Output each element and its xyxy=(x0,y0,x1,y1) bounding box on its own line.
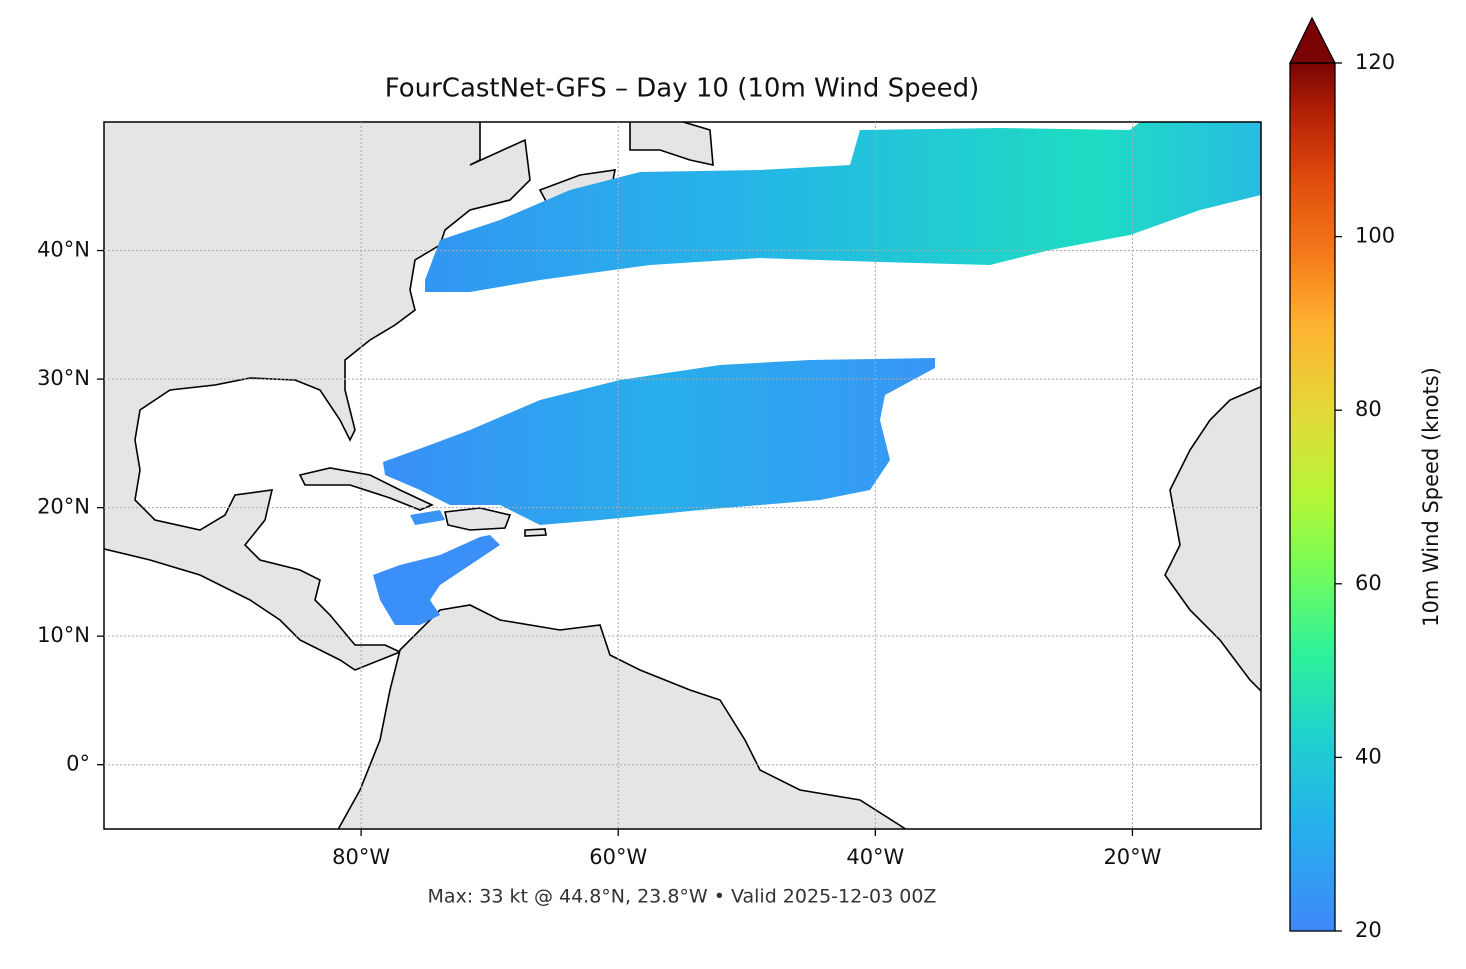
colorbar-tick-label: 80 xyxy=(1355,397,1382,421)
africa xyxy=(1164,385,1261,693)
y-tick-label: 0° xyxy=(66,752,90,776)
colorbar-frame xyxy=(1289,62,1336,932)
map-frame xyxy=(103,121,1262,830)
y-tick-label: 30°N xyxy=(37,366,90,390)
footnote: Max: 33 kt @ 44.8°N, 23.8°W • Valid 2025… xyxy=(428,886,937,908)
colorbar-label: 10m Wind Speed (knots) xyxy=(1419,367,1443,627)
newfoundland xyxy=(629,122,714,167)
x-tick-label: 20°W xyxy=(1103,845,1161,869)
colorbar-tick-label: 120 xyxy=(1355,50,1395,74)
y-tick-label: 20°N xyxy=(37,495,90,519)
wind-region xyxy=(373,535,500,625)
map-title: FourCastNet-GFS – Day 10 (10m Wind Speed… xyxy=(385,74,980,104)
colorbar-tick-label: 40 xyxy=(1355,744,1382,768)
x-tick-label: 40°W xyxy=(846,845,904,869)
colorbar xyxy=(1290,63,1335,931)
puerto-rico xyxy=(524,528,547,537)
wind-region xyxy=(410,510,445,525)
south-america xyxy=(337,604,908,829)
wind-region xyxy=(383,358,935,525)
x-tick-label: 80°W xyxy=(332,845,390,869)
x-tick-label: 60°W xyxy=(589,845,647,869)
colorbar-extend xyxy=(1288,16,1337,64)
colorbar-tick-label: 20 xyxy=(1355,918,1382,942)
y-tick-label: 10°N xyxy=(37,623,90,647)
wind-region xyxy=(425,122,1261,292)
north-america xyxy=(104,122,531,671)
map-area xyxy=(104,122,1261,829)
colorbar-tick-label: 60 xyxy=(1355,571,1382,595)
colorbar-tick-label: 100 xyxy=(1355,224,1395,248)
y-tick-label: 40°N xyxy=(37,238,90,262)
hispaniola xyxy=(444,507,512,531)
